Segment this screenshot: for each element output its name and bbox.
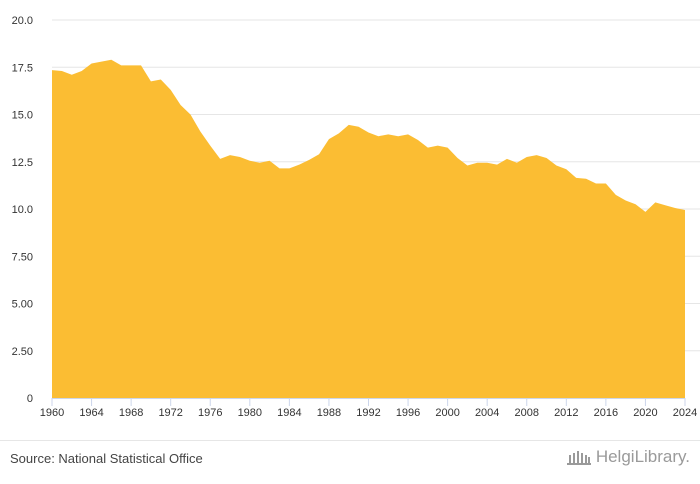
x-tick-label: 2012 bbox=[554, 407, 578, 419]
x-tick-label: 1968 bbox=[119, 407, 143, 419]
y-tick-label: 10.0 bbox=[12, 204, 33, 216]
x-tick-label: 2016 bbox=[594, 407, 618, 419]
library-building-icon bbox=[566, 451, 591, 465]
x-tick-label: 2008 bbox=[515, 407, 539, 419]
source-note: Source: National Statistical Office bbox=[10, 451, 203, 466]
chart-footer: Source: National Statistical Office Helg… bbox=[0, 440, 700, 484]
x-tick-label: 1984 bbox=[277, 407, 301, 419]
x-tick-label: 2024 bbox=[673, 407, 697, 419]
y-tick-label: 20.0 bbox=[12, 15, 33, 27]
axes bbox=[51, 398, 686, 406]
series-area bbox=[52, 59, 685, 398]
x-tick-label: 1976 bbox=[198, 407, 222, 419]
logo-text: HelgiLibrary. bbox=[595, 447, 690, 466]
x-tick-label: 1972 bbox=[158, 407, 182, 419]
area-series bbox=[52, 59, 685, 398]
x-tick-label: 1960 bbox=[40, 407, 64, 419]
y-tick-label: 12.5 bbox=[12, 157, 33, 169]
y-tick-label: 5.00 bbox=[12, 299, 33, 311]
y-tick-label: 7.50 bbox=[12, 251, 33, 263]
x-tick-label: 2000 bbox=[435, 407, 459, 419]
x-tick-label: 1996 bbox=[396, 407, 420, 419]
helgilibrary-logo[interactable]: HelgiLibrary. bbox=[566, 447, 690, 467]
x-tick-label: 2020 bbox=[633, 407, 657, 419]
x-tick-label: 1980 bbox=[238, 407, 262, 419]
x-axis-tick-labels: 1960 1964 1968 1972 1976 1980 1984 1988 1992 1996… bbox=[40, 407, 697, 419]
y-axis-tick-labels: 0 2.50 5.00 7.50 10.0 12.5 15.0 17.5 20.0 bbox=[12, 15, 33, 405]
y-tick-label: 0 bbox=[27, 393, 33, 405]
x-tick-label: 1988 bbox=[317, 407, 341, 419]
x-tick-label: 1964 bbox=[79, 407, 103, 419]
x-tick-label: 1992 bbox=[356, 407, 380, 419]
y-tick-label: 2.50 bbox=[12, 346, 33, 358]
y-tick-label: 17.5 bbox=[12, 62, 33, 74]
x-tick-label: 2004 bbox=[475, 407, 499, 419]
y-tick-label: 15.0 bbox=[12, 110, 33, 122]
